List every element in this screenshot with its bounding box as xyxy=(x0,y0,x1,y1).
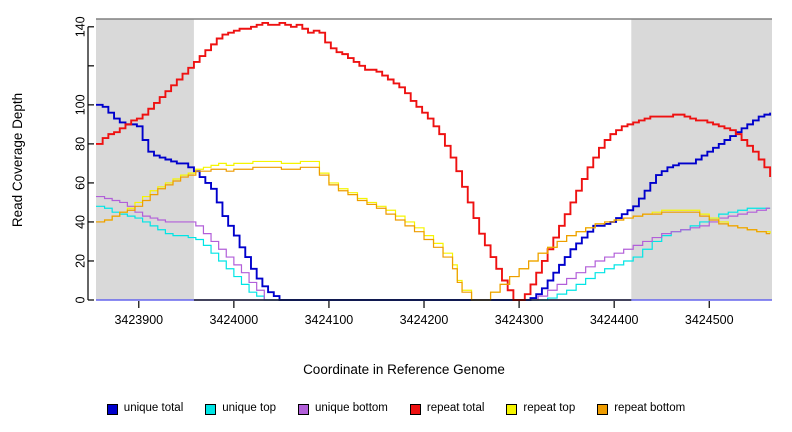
y-tick-label: 40 xyxy=(74,215,88,229)
data-series-group xyxy=(96,21,772,301)
y-tick-label: 0 xyxy=(74,296,88,303)
y-tick-label: 100 xyxy=(74,94,88,115)
shaded-region-left-flank xyxy=(96,19,194,300)
x-axis-tick-labels: 3423900 3424000 3424100 3424200 3424300 34244… xyxy=(114,313,733,327)
x-tick-label: 3424000 xyxy=(210,313,259,327)
y-tick-label: 140 xyxy=(74,16,88,37)
legend-item-unique-bottom[interactable]: unique bottom xyxy=(297,402,388,415)
x-tick-label: 3424200 xyxy=(400,313,449,327)
legend-item-label: repeat total xyxy=(426,402,485,415)
y-tick-label: 60 xyxy=(74,176,88,190)
y-axis-title: Read Coverage Depth xyxy=(10,93,25,227)
legend-swatch-icon xyxy=(597,403,609,415)
legend-item-label: unique bottom xyxy=(314,402,388,415)
legend-item-label: unique top xyxy=(222,402,276,415)
chart-legend: unique total unique top unique bottom repea… xyxy=(0,398,792,420)
series-line-unique-top xyxy=(96,205,771,301)
shaded-flank-regions xyxy=(96,19,772,300)
legend-item-repeat-top[interactable]: repeat top xyxy=(506,403,575,415)
series-line-repeat-bottom xyxy=(96,166,771,301)
y-tick-label: 20 xyxy=(74,254,88,268)
legend-item-repeat-bottom[interactable]: repeat bottom xyxy=(597,403,685,415)
legend-item-unique-top[interactable]: unique top xyxy=(205,403,276,415)
series-line-unique-total xyxy=(96,103,772,301)
x-tick-label: 3424100 xyxy=(305,313,354,327)
legend-swatch-icon xyxy=(205,403,217,415)
axis-lines-and-ticks xyxy=(87,26,710,308)
legend-item-repeat-total[interactable]: repeat total xyxy=(409,402,485,415)
series-line-repeat-total xyxy=(96,21,772,301)
y-tick-label: 80 xyxy=(74,137,88,151)
legend-swatch-icon xyxy=(297,403,309,415)
legend-item-unique-total[interactable]: unique total xyxy=(106,402,184,415)
legend-item-label: repeat top xyxy=(523,402,576,415)
y-axis-tick-labels: 0 20 40 60 80 100 140 xyxy=(74,16,88,303)
legend-swatch-icon xyxy=(506,403,518,415)
x-tick-label: 3423900 xyxy=(114,313,163,327)
series-line-unique-bottom xyxy=(96,195,771,301)
x-tick-label: 3424300 xyxy=(495,313,544,327)
legend-swatch-icon xyxy=(409,403,421,415)
x-tick-label: 3424500 xyxy=(685,313,734,327)
legend-item-label: repeat bottom xyxy=(614,402,686,415)
x-tick-label: 3424400 xyxy=(590,313,639,327)
legend-item-label: unique total xyxy=(123,402,184,415)
legend-swatch-icon xyxy=(106,403,118,415)
x-axis-title: Coordinate in Reference Genome xyxy=(303,362,505,377)
